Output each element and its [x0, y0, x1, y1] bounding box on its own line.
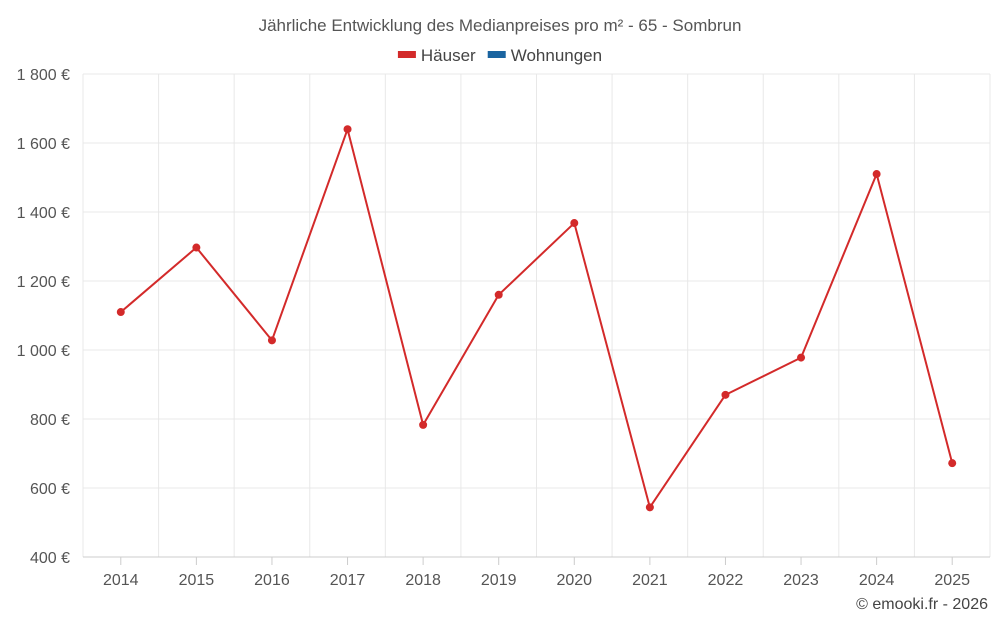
legend-label: Wohnungen [511, 46, 602, 65]
data-point-2019[interactable] [494, 290, 503, 299]
data-point-2021[interactable] [645, 503, 654, 512]
legend-swatch [487, 51, 506, 58]
data-point-2016[interactable] [267, 336, 276, 345]
data-point-2015[interactable] [192, 243, 201, 252]
x-tick-label: 2021 [632, 572, 668, 589]
data-point-2018[interactable] [419, 420, 428, 429]
data-point-2017[interactable] [343, 125, 352, 134]
legend-label: Häuser [421, 46, 476, 65]
x-tick-label: 2016 [254, 572, 290, 589]
legend-item-wohnungen[interactable]: Wohnungen [487, 46, 602, 65]
x-tick-label: 2022 [708, 572, 744, 589]
y-tick-label: 1 200 € [17, 274, 70, 291]
data-point-2014[interactable] [116, 308, 125, 317]
y-tick-label: 1 400 € [17, 205, 70, 222]
y-axis-ticks: 400 € 600 € 800 € 1 000 € 1 200 € 1 400 € 1 60… [17, 67, 70, 567]
y-tick-label: 400 € [30, 550, 70, 567]
y-tick-label: 1 800 € [17, 67, 70, 84]
series-line-haeuser [120, 128, 954, 509]
x-tick-label: 2020 [556, 572, 592, 589]
x-tick-label: 2025 [934, 572, 970, 589]
y-tick-label: 600 € [30, 481, 70, 498]
series-layer [116, 125, 957, 512]
x-axis-ticks: 2014 2015 2016 2017 2018 2019 2020 2021 2022 2023… [103, 557, 970, 589]
data-point-2020[interactable] [570, 219, 579, 228]
x-tick-label: 2017 [330, 572, 366, 589]
y-tick-label: 1 000 € [17, 343, 70, 360]
x-tick-label: 2015 [179, 572, 215, 589]
x-tick-label: 2019 [481, 572, 517, 589]
chart-title: Jährliche Entwicklung des Medianpreises … [259, 16, 742, 35]
x-tick-label: 2023 [783, 572, 819, 589]
legend: Häuser Wohnungen [397, 46, 602, 65]
y-tick-label: 800 € [30, 412, 70, 429]
data-point-2022[interactable] [721, 390, 730, 399]
y-tick-label: 1 600 € [17, 136, 70, 153]
data-point-2025[interactable] [948, 459, 957, 468]
legend-swatch [397, 51, 416, 58]
x-tick-label: 2014 [103, 572, 139, 589]
data-point-2023[interactable] [797, 353, 806, 362]
data-point-2024[interactable] [872, 170, 881, 179]
x-tick-label: 2018 [405, 572, 441, 589]
credit-text: © emooki.fr - 2026 [856, 596, 988, 613]
x-tick-label: 2024 [859, 572, 895, 589]
x-gridlines [82, 74, 991, 557]
legend-item-haeuser[interactable]: Häuser [397, 46, 476, 65]
